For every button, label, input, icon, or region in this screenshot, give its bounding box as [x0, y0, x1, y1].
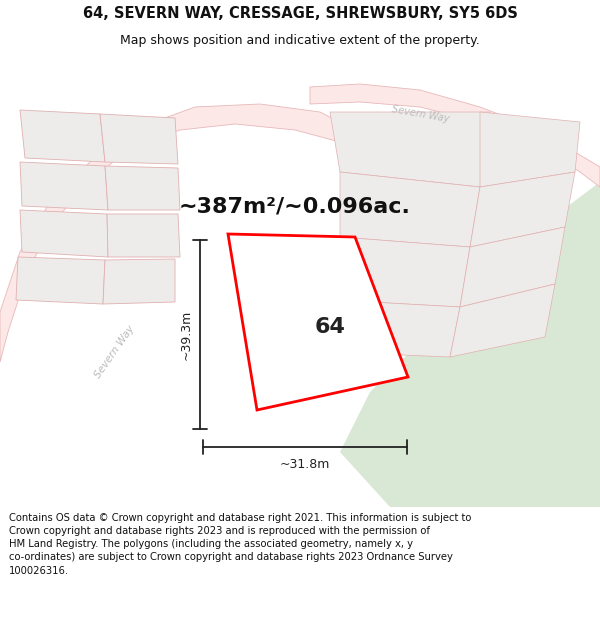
Text: 64: 64	[314, 317, 346, 337]
Text: ~387m²/~0.096ac.: ~387m²/~0.096ac.	[179, 197, 411, 217]
Polygon shape	[310, 84, 600, 187]
Polygon shape	[330, 300, 460, 357]
Polygon shape	[105, 166, 180, 210]
Text: Severn Way: Severn Way	[93, 324, 137, 380]
Polygon shape	[0, 104, 355, 362]
Text: ~31.8m: ~31.8m	[280, 459, 330, 471]
Polygon shape	[330, 112, 490, 187]
Polygon shape	[460, 227, 565, 307]
Polygon shape	[103, 259, 175, 304]
Polygon shape	[20, 162, 108, 210]
Polygon shape	[450, 284, 555, 357]
Polygon shape	[340, 172, 480, 247]
Polygon shape	[20, 210, 108, 257]
Polygon shape	[470, 172, 575, 247]
Text: Severn Way: Severn Way	[391, 104, 449, 124]
Polygon shape	[480, 112, 580, 187]
Polygon shape	[228, 234, 408, 410]
Polygon shape	[335, 237, 470, 307]
Polygon shape	[16, 257, 105, 304]
Text: 64, SEVERN WAY, CRESSAGE, SHREWSBURY, SY5 6DS: 64, SEVERN WAY, CRESSAGE, SHREWSBURY, SY…	[83, 6, 517, 21]
Polygon shape	[100, 114, 178, 164]
Polygon shape	[107, 214, 180, 257]
Text: Map shows position and indicative extent of the property.: Map shows position and indicative extent…	[120, 34, 480, 47]
Polygon shape	[20, 110, 105, 162]
Polygon shape	[340, 182, 600, 507]
Text: Contains OS data © Crown copyright and database right 2021. This information is : Contains OS data © Crown copyright and d…	[9, 513, 472, 576]
Text: ~39.3m: ~39.3m	[179, 309, 193, 359]
